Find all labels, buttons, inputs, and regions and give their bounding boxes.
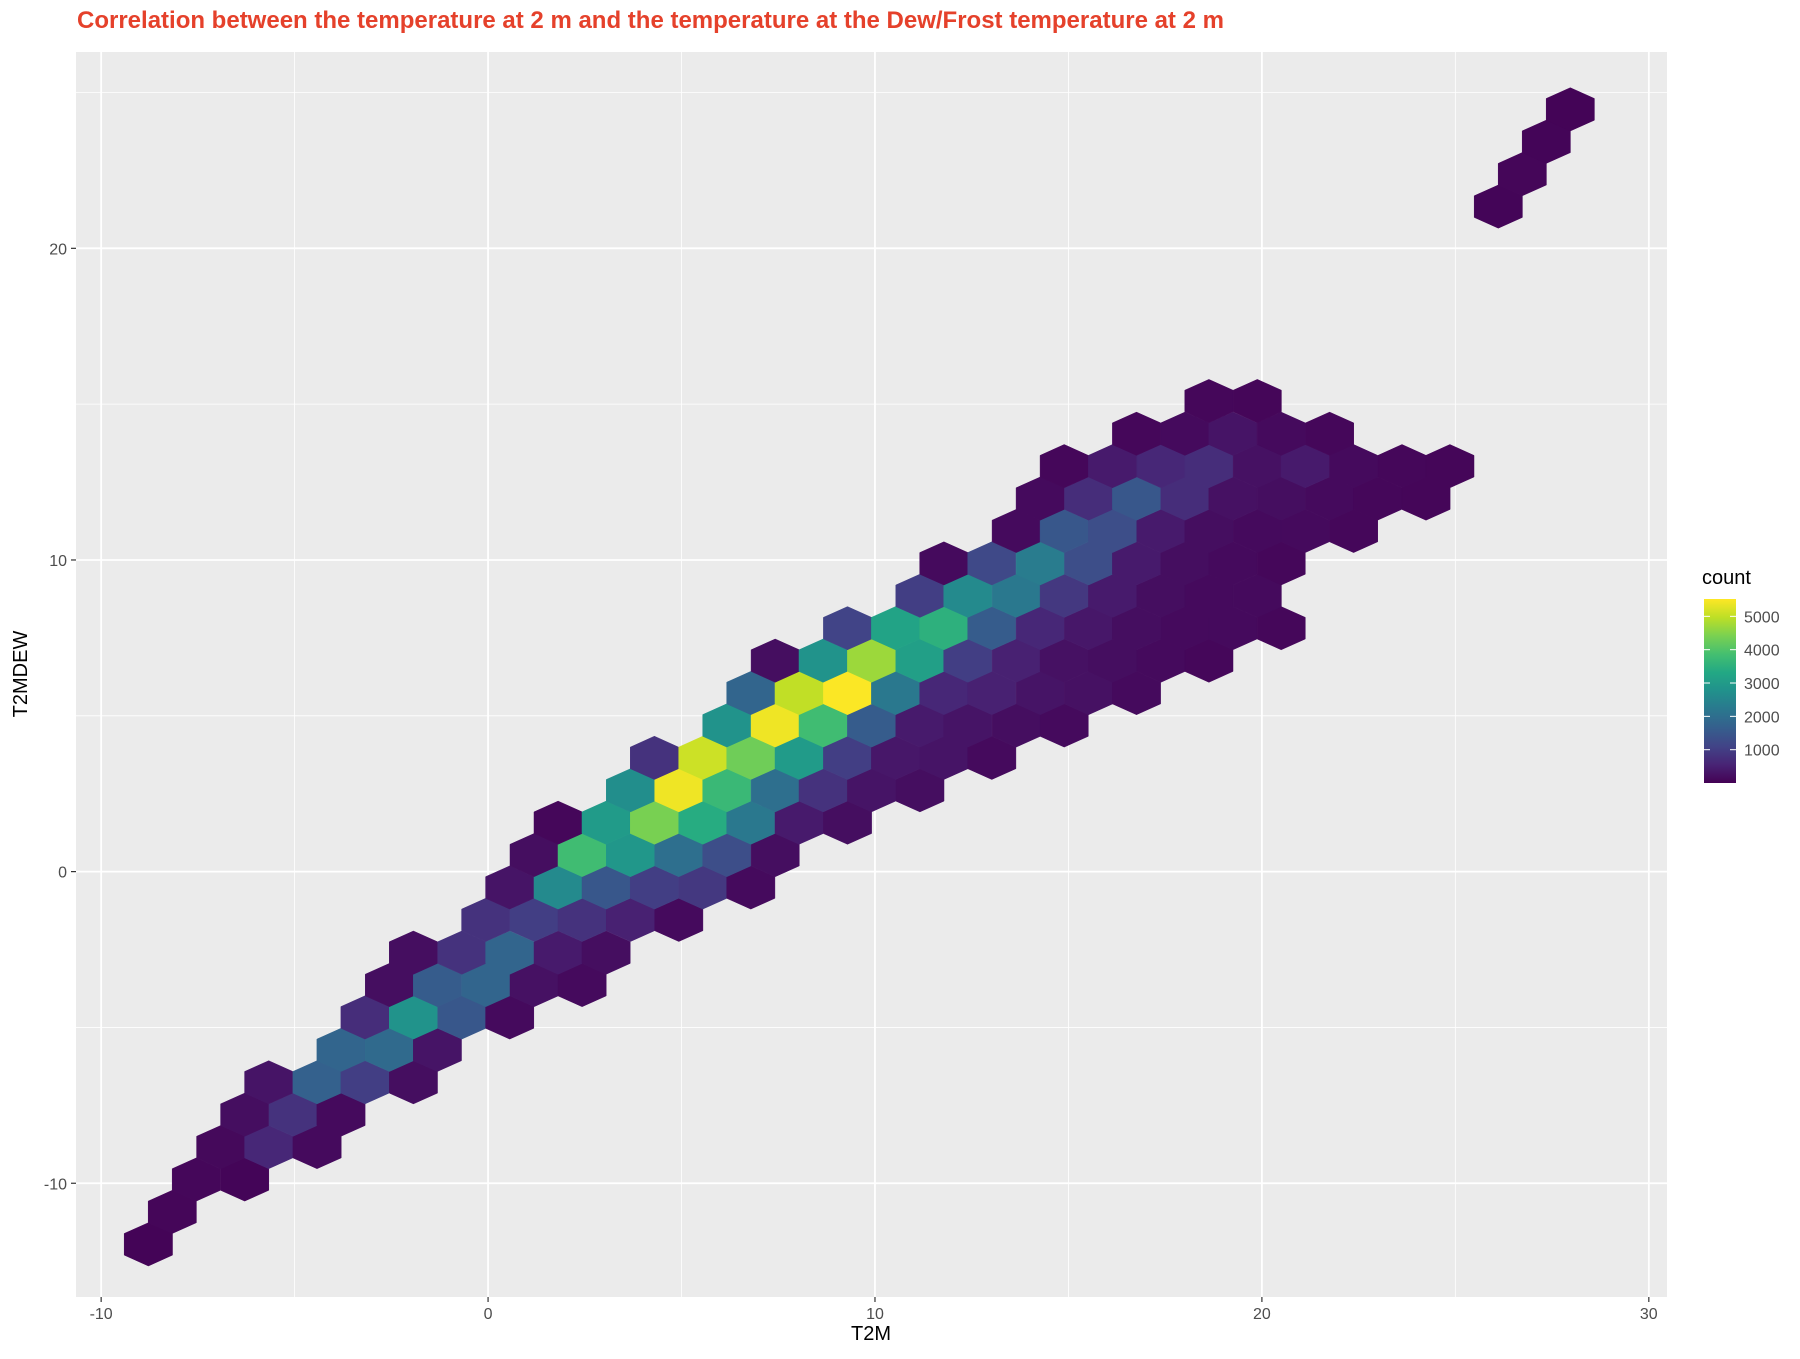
hexes	[123, 87, 1595, 1267]
colorbar-label: 1000	[1744, 743, 1780, 760]
colorbar-label: 2000	[1744, 709, 1780, 726]
hex-bin	[1305, 411, 1354, 456]
legend-title: count	[1702, 567, 1751, 589]
x-tick-label: -10	[90, 1306, 113, 1323]
y-tick-label: -10	[44, 1176, 67, 1193]
y-tick-label: 20	[49, 241, 67, 258]
legend: 1000 2000 3000 4000 5000	[1704, 599, 1780, 783]
colorbar-label: 4000	[1744, 643, 1780, 660]
axes: -10 0 10 20 30 -10 0 10 20	[44, 241, 1658, 1323]
x-tick-label: 10	[866, 1306, 884, 1323]
y-tick-label: 0	[58, 865, 67, 882]
y-tick-label: 10	[49, 553, 67, 570]
hex-bin	[1545, 87, 1595, 132]
colorbar-label: 5000	[1744, 609, 1780, 626]
x-tick-label: 30	[1640, 1306, 1658, 1323]
x-tick-label: 20	[1253, 1306, 1271, 1323]
x-axis-title: T2M	[851, 1323, 891, 1345]
hex-bin	[581, 930, 631, 975]
hex-bin	[1232, 379, 1282, 423]
chart-title: Correlation between the temperature at 2…	[77, 7, 1224, 34]
hex-bin	[1425, 444, 1475, 489]
y-axis-title: T2MDEW	[10, 631, 32, 718]
x-tick-label: 0	[484, 1306, 493, 1323]
colorbar	[1704, 599, 1736, 783]
colorbar-label: 3000	[1744, 676, 1780, 693]
